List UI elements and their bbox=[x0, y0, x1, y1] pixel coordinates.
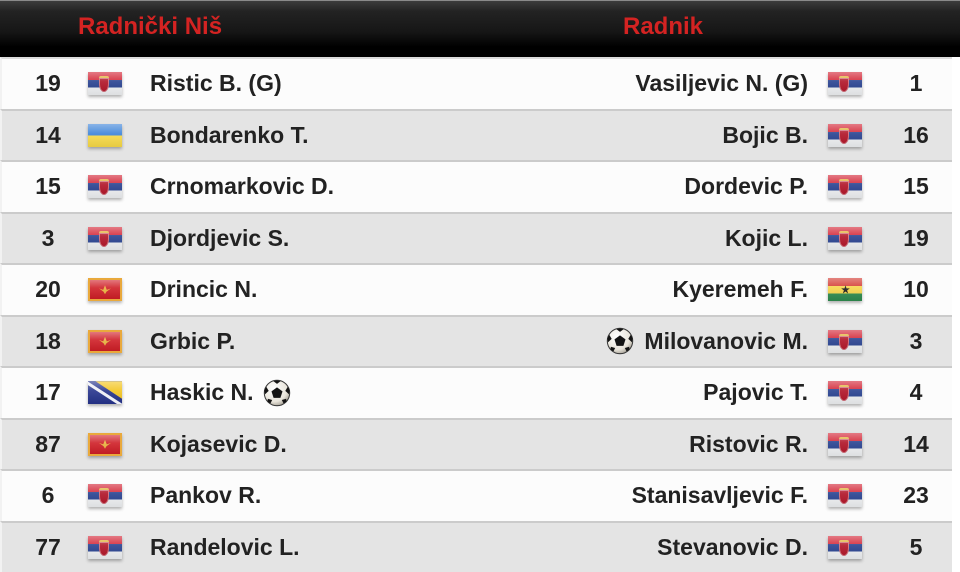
home-player-name: Randelovic L. bbox=[150, 534, 300, 561]
home-team-name: Radnički Niš bbox=[78, 1, 222, 53]
serbia-flag-icon bbox=[88, 536, 122, 559]
home-player-name: Bondarenko T. bbox=[150, 122, 308, 149]
home-player-name: Drincic N. bbox=[150, 276, 257, 303]
serbia-flag-icon bbox=[828, 536, 862, 559]
away-player-name: Bojic B. bbox=[722, 122, 808, 149]
lineup-row: 14 Bondarenko T. Bojic B. 16 bbox=[0, 109, 952, 161]
away-team-name: Radnik bbox=[623, 1, 703, 53]
away-player-name: Kyeremeh F. bbox=[672, 276, 808, 303]
home-player-name: Djordjevic S. bbox=[150, 225, 289, 252]
home-player-number: 15 bbox=[29, 173, 67, 200]
ukraine-flag-icon bbox=[88, 124, 122, 147]
away-player-number: 23 bbox=[897, 482, 935, 509]
soccer-ball-goal-icon bbox=[606, 327, 634, 355]
lineup-row: 6 Pankov R. Stanisavljevic F. 23 bbox=[0, 469, 952, 521]
lineup-table: 19 Ristic B. (G) Vasiljevic N. (G) 1 14 … bbox=[0, 57, 952, 572]
home-player-number: 17 bbox=[29, 379, 67, 406]
montenegro-flag-icon bbox=[88, 433, 122, 456]
away-player-number: 14 bbox=[897, 431, 935, 458]
away-player-name: Dordevic P. bbox=[684, 173, 808, 200]
lineup-row: 77 Randelovic L. Stevanovic D. 5 bbox=[0, 521, 952, 572]
away-player-name: Ristovic R. bbox=[689, 431, 808, 458]
montenegro-flag-icon bbox=[88, 278, 122, 301]
lineup-row: 18 Grbic P. Milovanovic M. 3 bbox=[0, 315, 952, 367]
away-player-number: 19 bbox=[897, 225, 935, 252]
serbia-flag-icon bbox=[828, 124, 862, 147]
serbia-flag-icon bbox=[828, 330, 862, 353]
serbia-flag-icon bbox=[88, 175, 122, 198]
home-player-number: 18 bbox=[29, 328, 67, 355]
bosnia-flag-icon bbox=[88, 381, 122, 404]
serbia-flag-icon bbox=[828, 227, 862, 250]
home-player-name: Ristic B. (G) bbox=[150, 70, 282, 97]
away-player-number: 16 bbox=[897, 122, 935, 149]
home-player-number: 87 bbox=[29, 431, 67, 458]
lineup-row: 87 Kojasevic D. Ristovic R. 14 bbox=[0, 418, 952, 470]
home-player-number: 3 bbox=[29, 225, 67, 252]
away-player-number: 1 bbox=[897, 70, 935, 97]
away-player-number: 4 bbox=[897, 379, 935, 406]
lineup-header: Radnički Niš Radnik bbox=[0, 0, 960, 57]
lineup-row: 3 Djordjevic S. Kojic L. 19 bbox=[0, 212, 952, 264]
home-player-name: Kojasevic D. bbox=[150, 431, 287, 458]
lineup-row: 17 Haskic N. Pajovic T. 4 bbox=[0, 366, 952, 418]
serbia-flag-icon bbox=[88, 484, 122, 507]
home-player-name: Haskic N. bbox=[150, 379, 254, 406]
away-player-name: Vasiljevic N. (G) bbox=[635, 70, 808, 97]
home-player-number: 77 bbox=[29, 534, 67, 561]
home-player-number: 19 bbox=[29, 70, 67, 97]
away-player-name: Milovanovic M. bbox=[644, 328, 808, 355]
away-player-number: 10 bbox=[897, 276, 935, 303]
soccer-ball-goal-icon bbox=[263, 379, 291, 407]
montenegro-flag-icon bbox=[88, 330, 122, 353]
away-player-name: Stevanovic D. bbox=[657, 534, 808, 561]
away-player-name: Kojic L. bbox=[725, 225, 808, 252]
away-player-number: 3 bbox=[897, 328, 935, 355]
lineup-row: 15 Crnomarkovic D. Dordevic P. 15 bbox=[0, 160, 952, 212]
serbia-flag-icon bbox=[828, 72, 862, 95]
ghana-flag-icon bbox=[828, 278, 862, 301]
away-player-number: 5 bbox=[897, 534, 935, 561]
serbia-flag-icon bbox=[828, 433, 862, 456]
home-player-name: Pankov R. bbox=[150, 482, 261, 509]
serbia-flag-icon bbox=[88, 72, 122, 95]
lineup-row: 19 Ristic B. (G) Vasiljevic N. (G) 1 bbox=[0, 57, 952, 109]
home-player-number: 6 bbox=[29, 482, 67, 509]
away-player-number: 15 bbox=[897, 173, 935, 200]
lineup-row: 20 Drincic N. Kyeremeh F. 10 bbox=[0, 263, 952, 315]
away-player-name: Pajovic T. bbox=[703, 379, 808, 406]
away-player-name: Stanisavljevic F. bbox=[632, 482, 808, 509]
serbia-flag-icon bbox=[88, 227, 122, 250]
serbia-flag-icon bbox=[828, 381, 862, 404]
serbia-flag-icon bbox=[828, 484, 862, 507]
home-player-number: 20 bbox=[29, 276, 67, 303]
home-player-name: Crnomarkovic D. bbox=[150, 173, 334, 200]
home-player-number: 14 bbox=[29, 122, 67, 149]
home-player-name: Grbic P. bbox=[150, 328, 235, 355]
serbia-flag-icon bbox=[828, 175, 862, 198]
